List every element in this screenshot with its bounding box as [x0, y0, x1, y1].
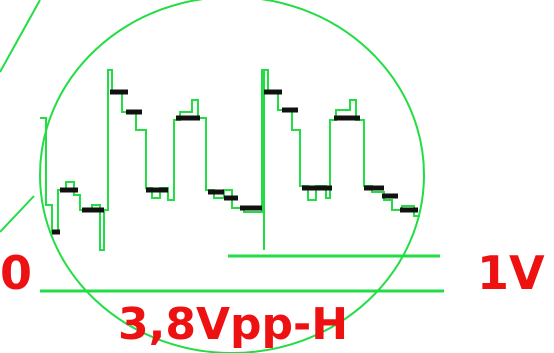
amplitude-label: 3,8Vpp-H [118, 299, 349, 350]
pointer-line-top [0, 0, 41, 73]
voltage-marker-label: 1V [477, 246, 545, 300]
magnifier-circle [39, 0, 425, 353]
waveform-trace [40, 69, 420, 251]
pointer-line-bottom [0, 195, 35, 233]
zero-marker-label: 0 [0, 246, 33, 300]
